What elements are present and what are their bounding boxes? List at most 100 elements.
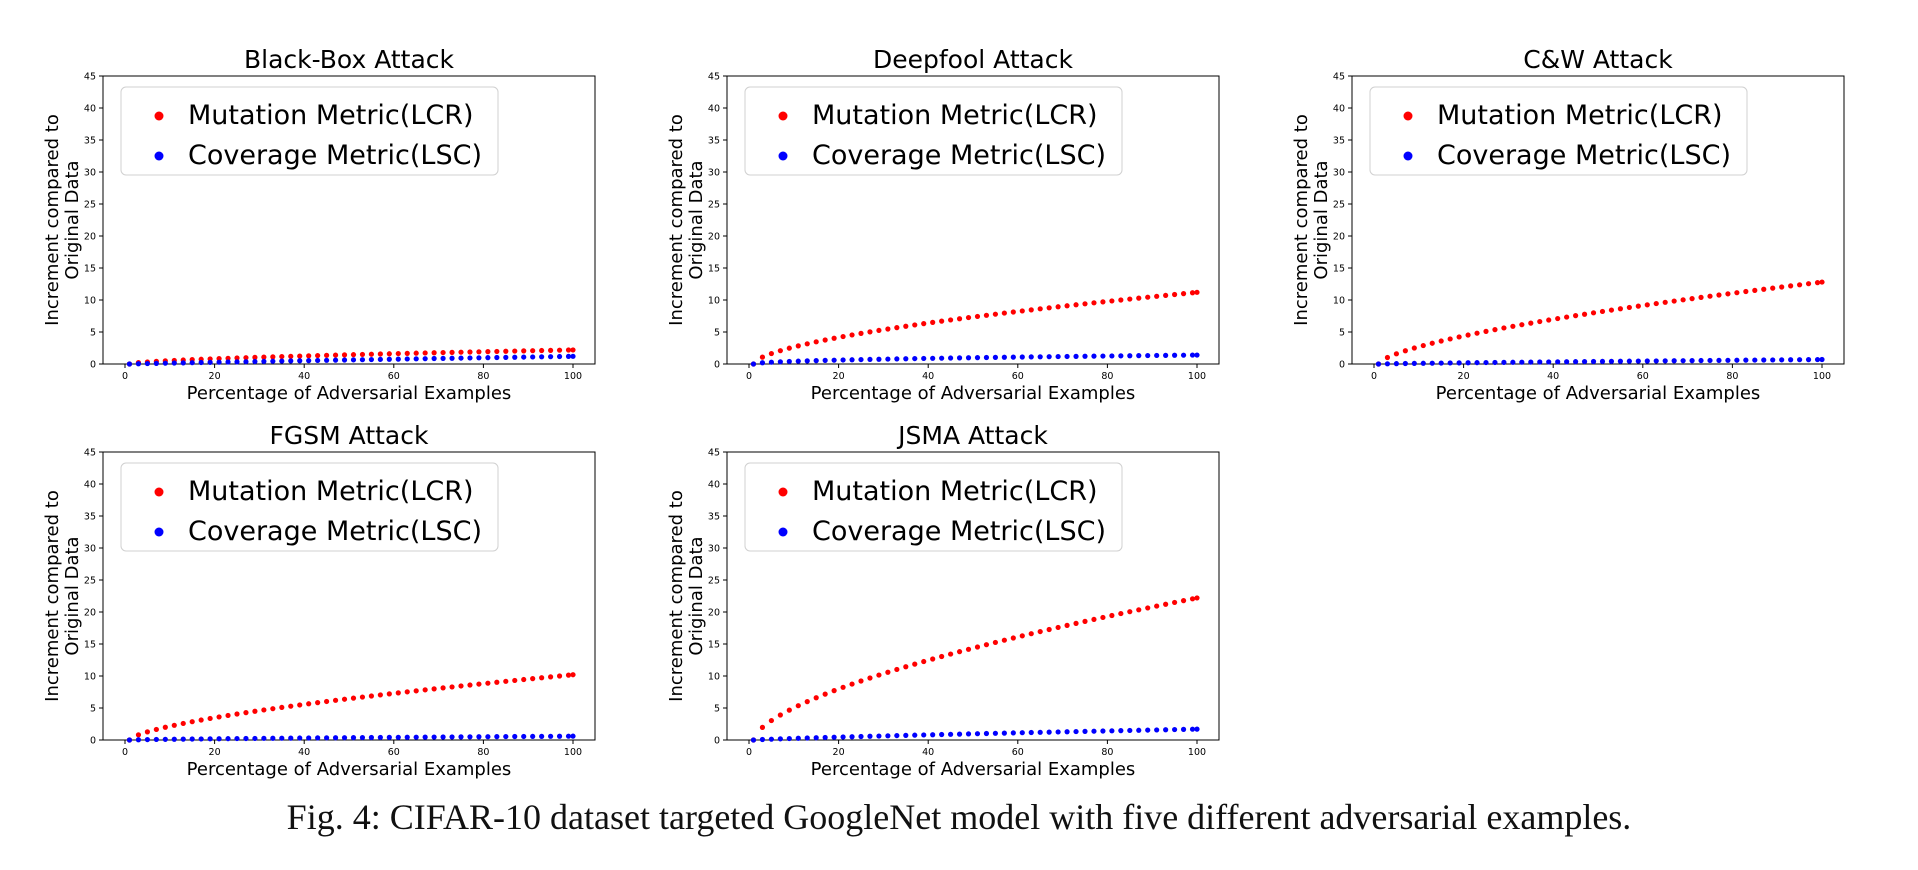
data-point [288, 353, 294, 359]
data-point [965, 314, 972, 321]
legend-label: Coverage Metric(LSC) [188, 516, 482, 547]
data-point [840, 357, 846, 363]
data-point [539, 347, 545, 354]
data-point [548, 354, 554, 360]
data-point [315, 352, 321, 359]
legend-label: Mutation Metric(LCR) [188, 100, 474, 131]
y-tick-label: 20 [1333, 232, 1345, 243]
data-point [822, 691, 828, 697]
legend-marker [778, 111, 788, 121]
data-point [1626, 358, 1632, 364]
y-axis-label: Increment compared to [666, 114, 687, 326]
data-point [171, 736, 177, 742]
data-point [1189, 596, 1196, 602]
data-point [1189, 290, 1196, 296]
y-tick-label: 40 [708, 104, 720, 115]
data-point [1707, 357, 1713, 364]
x-tick-label: 60 [1637, 371, 1649, 382]
x-tick-label: 20 [833, 747, 845, 758]
data-point [485, 734, 491, 740]
data-point [1046, 729, 1052, 735]
legend-marker [154, 487, 164, 497]
data-point [288, 703, 294, 709]
data-point [1483, 328, 1489, 334]
data-point [939, 653, 945, 660]
data-point [965, 355, 972, 361]
data-point [1172, 291, 1178, 298]
data-point [440, 349, 446, 356]
y-axis-label: Increment compared to [42, 490, 63, 702]
data-point [948, 731, 954, 737]
data-point [777, 736, 783, 742]
data-point [135, 737, 142, 743]
data-point [1537, 318, 1543, 325]
data-point [297, 358, 303, 364]
data-point [956, 316, 963, 322]
data-point [795, 343, 801, 349]
data-point [144, 736, 150, 743]
data-point [1180, 352, 1187, 358]
y-tick-label: 30 [708, 544, 720, 555]
data-point [1438, 360, 1444, 366]
x-tick-label: 40 [1547, 371, 1559, 382]
data-point [521, 354, 527, 360]
data-point [494, 348, 500, 355]
data-point [422, 687, 428, 693]
data-point [1429, 340, 1435, 346]
data-point [876, 672, 882, 678]
data-point [1019, 633, 1025, 639]
data-point [198, 717, 204, 723]
data-point [1465, 360, 1471, 366]
x-axis-label: Percentage of Adversarial Examples [187, 759, 512, 780]
data-point [831, 357, 837, 363]
data-point [1384, 361, 1391, 367]
y-tick-label: 10 [708, 672, 720, 683]
data-point [1100, 614, 1106, 621]
data-point [180, 720, 186, 727]
plot-frame [102, 451, 596, 741]
data-point [1118, 610, 1124, 617]
data-point [198, 736, 204, 742]
data-point [1172, 352, 1178, 358]
data-point [1180, 726, 1187, 732]
data-point [1145, 352, 1151, 359]
data-point [162, 360, 168, 366]
y-tick-label: 20 [84, 232, 96, 243]
data-point [1411, 345, 1417, 351]
data-point [983, 354, 990, 361]
data-point [1483, 359, 1489, 366]
data-point [315, 700, 321, 706]
data-point [135, 732, 142, 738]
y-tick-label: 35 [1333, 136, 1345, 147]
y-tick-label: 25 [708, 576, 720, 587]
data-point [297, 353, 303, 359]
data-point [1028, 729, 1034, 736]
data-point [368, 734, 374, 741]
data-point [786, 735, 792, 742]
data-point [1662, 358, 1668, 364]
data-point [1001, 354, 1007, 360]
data-point [795, 358, 801, 364]
data-point [858, 356, 864, 363]
data-point [1743, 357, 1749, 363]
data-point [1519, 322, 1525, 328]
chart-title: Black-Box Attack [244, 45, 455, 74]
data-point [1091, 616, 1097, 623]
data-point [894, 666, 900, 673]
data-point [939, 318, 945, 324]
data-point [1671, 298, 1677, 304]
data-point [359, 357, 366, 363]
data-point [341, 696, 348, 702]
y-tick-label: 40 [84, 104, 96, 115]
data-point [1689, 358, 1695, 364]
y-tick-label: 45 [84, 72, 96, 83]
data-point [565, 347, 572, 353]
data-point [965, 731, 972, 737]
data-point [1145, 294, 1151, 300]
data-point [270, 735, 276, 741]
y-tick-label: 15 [708, 264, 720, 275]
data-point [813, 735, 819, 741]
legend-label: Coverage Metric(LSC) [812, 140, 1106, 171]
data-point [1617, 306, 1623, 312]
